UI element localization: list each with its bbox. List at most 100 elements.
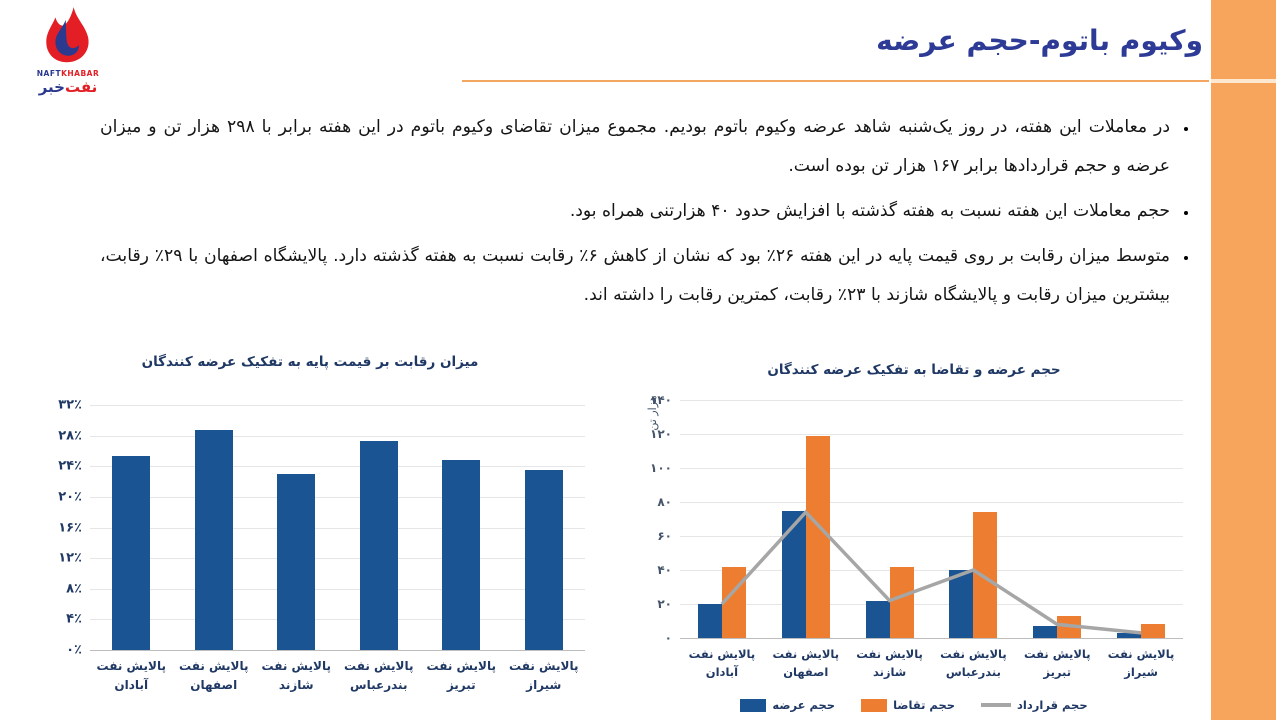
right-accent-bar <box>1211 0 1276 720</box>
competition-bar-3 <box>277 473 316 650</box>
category-label-line: پالایش نفت <box>96 659 166 673</box>
legend-item-3: حجم قرارداد <box>981 698 1088 712</box>
gridline <box>90 496 585 498</box>
bullet-item-1: در معاملات این هفته، در روز یک‌شنبه شاهد… <box>100 108 1174 186</box>
category-label-line: آبادان <box>705 665 739 680</box>
competition-bar-4 <box>359 440 398 650</box>
y-tick-label: ۶۰ <box>657 529 672 543</box>
demand-bar-2 <box>805 435 830 638</box>
category-label-line: پالایش نفت <box>772 647 840 661</box>
competition-bar-5 <box>442 460 481 650</box>
legend-item-2: حجم تقاضا <box>861 698 955 712</box>
category-label-line: پالایش نفت <box>509 659 579 673</box>
supply-demand-chart-plot: ۰ ۲۰ ۴۰ ۶۰ ۸۰ ۱۰۰ ۱۲۰ ۱۴۰ پالایش نفت آبادان پالایش… <box>650 393 1183 679</box>
category-label-line: اصفهان <box>783 665 829 680</box>
y-tick-label: ۴۰ <box>657 563 672 577</box>
logo-fa-naft: نفت <box>64 77 98 96</box>
category-label: پالایش نفت بندرعباس <box>338 657 421 695</box>
demand-bar-3 <box>889 566 914 638</box>
page-title: وکیوم باتوم-حجم عرضه <box>876 24 1203 57</box>
y-tick-label: ۳۲٪ <box>58 397 82 413</box>
y-tick-label: ۰٪ <box>66 642 82 658</box>
naftkhabar-logo: NAFTKHABAR نفت‌خبر <box>20 6 116 96</box>
category-label-line: شیراز <box>526 678 562 693</box>
y-tick-label: ۲۸٪ <box>58 428 82 444</box>
category-label-line: بندرعباس <box>945 665 1001 680</box>
gridline <box>90 466 585 468</box>
y-tick-label: ۱۲٪ <box>58 550 82 566</box>
competition-chart-plot: ۰٪ ۴٪ ۸٪ ۱۲٪ ۱۶٪ ۲۰٪ ۲۴٪ ۲۸٪ ۳۲٪ پالایش نفت آبادان… <box>58 398 585 692</box>
legend-label: حجم عرضه <box>772 698 836 712</box>
category-label-line: پالایش نفت <box>261 659 331 673</box>
supply-demand-chart-title: حجم عرضه و تقاضا به تفکیک عرضه کنندگان <box>767 362 1061 378</box>
x-axis-line <box>90 650 585 651</box>
demand-bar-1 <box>721 566 746 638</box>
demand-bar-6 <box>1141 624 1166 638</box>
y-tick-label: ۸٪ <box>66 581 82 597</box>
gridline <box>680 400 1183 401</box>
competition-chart: میزان رقابت بر قیمت پایه به تفکیک عرضه ک… <box>30 346 590 720</box>
gridline <box>680 570 1183 571</box>
category-label-line: پالایش نفت <box>1107 647 1175 661</box>
y-tick-label: ۲۰ <box>657 597 672 611</box>
category-label: پالایش نفت اصفهان <box>764 645 848 682</box>
logo-en-naft: NAFT <box>36 69 62 78</box>
competition-bar-1 <box>112 456 151 650</box>
logo-name-en: NAFTKHABAR <box>20 70 116 78</box>
category-label: پالایش نفت تبریز <box>420 657 503 695</box>
competition-bar-2 <box>194 430 233 650</box>
bullet-item-2: حجم معاملات این هفته نسبت به هفته گذشته … <box>100 192 1174 231</box>
supply-bar-6 <box>1117 632 1142 638</box>
gridline <box>680 502 1183 503</box>
competition-chart-title: میزان رقابت بر قیمت پایه به تفکیک عرضه ک… <box>141 354 479 370</box>
y-tick-label: ۰ <box>664 631 672 645</box>
category-label-line: پالایش نفت <box>856 647 923 661</box>
flame-icon <box>46 7 89 63</box>
gridline <box>680 434 1183 435</box>
category-label: پالایش نفت تبریز <box>1015 645 1099 682</box>
gridline <box>90 405 585 406</box>
contract-line <box>720 509 1142 635</box>
logo-fa-khabar: خبر <box>38 77 65 96</box>
y-tick-label: ۲۴٪ <box>58 458 82 474</box>
chart-legend: حجم عرضه حجم تقاضا حجم قرارداد <box>633 698 1195 712</box>
category-label-line: اصفهان <box>190 678 238 693</box>
gridline <box>90 558 585 560</box>
category-label-line: پالایش نفت <box>426 659 496 673</box>
supply-bar-5 <box>1033 626 1058 638</box>
category-label-line: شیراز <box>1124 665 1158 680</box>
legend-line-swatch <box>981 703 1012 707</box>
summary-bullets: در معاملات این هفته، در روز یک‌شنبه شاهد… <box>100 108 1190 321</box>
legend-label: حجم قرارداد <box>1017 698 1088 712</box>
legend-item-1: حجم عرضه <box>740 698 835 712</box>
y-tick-label: ۴٪ <box>66 611 82 627</box>
y-tick-label: ۱۴۰ <box>650 393 672 407</box>
supply-demand-chart: حجم عرضه و تقاضا به تفکیک عرضه کنندگان ه… <box>633 356 1195 720</box>
y-tick-label: ۸۰ <box>657 495 672 509</box>
category-label-line: شازند <box>872 665 907 680</box>
title-underline <box>462 80 1209 82</box>
supply-bar-4 <box>949 570 974 638</box>
category-label: پالایش نفت اصفهان <box>173 657 256 695</box>
category-label: پالایش نفت بندرعباس <box>932 645 1016 682</box>
gridline <box>680 468 1183 469</box>
gridline <box>680 604 1183 605</box>
category-label: پالایش نفت شیراز <box>1099 645 1183 682</box>
category-label-line: تبریز <box>446 678 476 693</box>
category-label-line: پالایش نفت <box>688 647 756 661</box>
legend-label: حجم تقاضا <box>893 698 956 712</box>
x-axis-line <box>680 638 1183 639</box>
category-label: پالایش نفت شیراز <box>503 657 586 695</box>
gridline <box>90 435 585 437</box>
gridline <box>680 536 1183 537</box>
logo-en-khabar: KHABAR <box>61 69 100 78</box>
y-tick-label: ۱۶٪ <box>58 520 82 535</box>
category-label-line: بندرعباس <box>350 678 408 693</box>
legend-bar-swatch <box>861 698 888 712</box>
category-label-line: آبادان <box>114 678 149 693</box>
competition-bar-6 <box>524 470 563 650</box>
category-label-line: پالایش نفت تبریز <box>1023 647 1091 680</box>
demand-bar-4 <box>973 512 998 638</box>
category-label: پالایش نفت شازند <box>255 657 338 695</box>
supply-bar-3 <box>865 600 890 638</box>
